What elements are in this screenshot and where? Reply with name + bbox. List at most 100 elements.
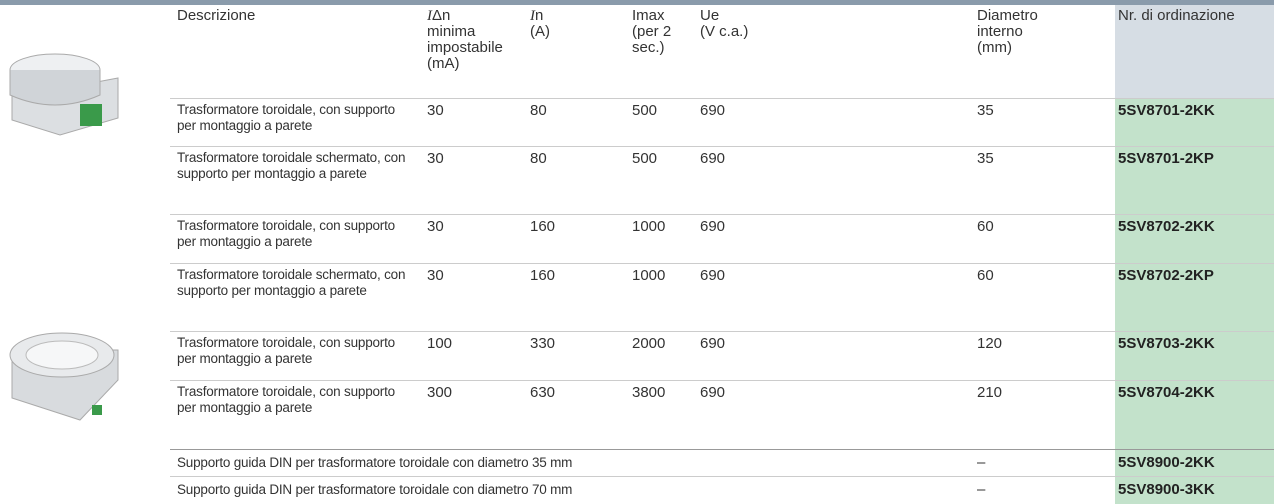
row-imax: 500 [632, 102, 658, 119]
header-text: (V c.a.) [700, 23, 749, 40]
header-text: (per 2 [632, 23, 672, 40]
header-text: sec.) [632, 39, 665, 56]
row-ue: 690 [700, 218, 726, 235]
header-text: Ue [700, 7, 720, 24]
header-line: impostabile [427, 40, 503, 56]
row-diameter: 35 [977, 102, 994, 119]
header-line: In [530, 7, 550, 25]
row-idn: 30 [427, 218, 444, 235]
top-band [0, 0, 1274, 5]
accessory-diameter: – [977, 454, 986, 471]
row-code: 5SV8702-2KK [1118, 218, 1215, 235]
header-text: minima [427, 23, 476, 40]
header-cell: Nr. di ordinazione [1118, 8, 1235, 24]
header-line: Nr. di ordinazione [1118, 8, 1235, 24]
header-cell: IΔn minima impostabile (mA) [427, 8, 503, 72]
row-divider [170, 98, 1274, 99]
row-divider [170, 214, 1274, 215]
row-description: Trasformatore toroidale, con supporto pe… [177, 102, 395, 133]
header-cell: Descrizione [177, 8, 255, 24]
header-text: Nr. di ordinazione [1118, 7, 1235, 24]
header-line: minima [427, 24, 503, 40]
row-in: 630 [530, 384, 556, 401]
header-line: interno [977, 24, 1038, 40]
row-idn: 100 [427, 335, 453, 352]
row-divider [170, 476, 1274, 477]
header-text: Imax [632, 7, 665, 24]
row-description: Trasformatore toroidale schermato, con s… [177, 150, 406, 181]
header-text: Diametro [977, 7, 1038, 24]
row-description: Trasformatore toroidale, con supporto pe… [177, 335, 395, 366]
row-idn: 30 [427, 267, 444, 284]
accessory-code: 5SV8900-2KK [1118, 454, 1215, 471]
header-line: (V c.a.) [700, 24, 748, 40]
header-line: (mA) [427, 56, 503, 72]
row-diameter: 210 [977, 384, 1003, 401]
product-image-2 [9, 332, 119, 421]
header-line: (A) [530, 24, 550, 40]
row-diameter: 35 [977, 150, 994, 167]
header-symbol: I [530, 8, 535, 24]
row-imax: 3800 [632, 384, 666, 401]
row-divider [170, 449, 1274, 450]
row-in: 160 [530, 267, 556, 284]
header-text: Δn [432, 7, 451, 24]
row-in: 80 [530, 102, 547, 119]
header-text: n [535, 7, 544, 24]
row-divider [170, 146, 1274, 147]
header-text: impostabile [427, 39, 503, 56]
header-line: Diametro [977, 8, 1038, 24]
header-text: Descrizione [177, 7, 256, 24]
row-ue: 690 [700, 267, 726, 284]
accessory-description: Supporto guida DIN per trasformatore tor… [177, 455, 573, 470]
header-text: (mA) [427, 55, 460, 72]
header-line: sec.) [632, 40, 671, 56]
header-cell: Ue (V c.a.) [700, 8, 748, 40]
row-divider [170, 331, 1274, 332]
row-in: 80 [530, 150, 547, 167]
row-code: 5SV8701-2KP [1118, 150, 1214, 167]
row-ue: 690 [700, 384, 726, 401]
row-description: Trasformatore toroidale, con supporto pe… [177, 218, 395, 249]
row-divider [170, 380, 1274, 381]
row-idn: 300 [427, 384, 453, 401]
row-code: 5SV8701-2KK [1118, 102, 1215, 119]
header-line: Imax [632, 8, 671, 24]
row-diameter: 60 [977, 218, 994, 235]
row-imax: 1000 [632, 267, 666, 284]
row-description: Trasformatore toroidale schermato, con s… [177, 267, 406, 298]
row-code: 5SV8704-2KK [1118, 384, 1215, 401]
row-idn: 30 [427, 102, 444, 119]
accessory-code: 5SV8900-3KK [1118, 481, 1215, 498]
row-code: 5SV8703-2KK [1118, 335, 1215, 352]
header-line: Descrizione [177, 8, 255, 24]
row-imax: 2000 [632, 335, 666, 352]
row-in: 330 [530, 335, 556, 352]
row-in: 160 [530, 218, 556, 235]
row-diameter: 60 [977, 267, 994, 284]
header-cell: Diametro interno (mm) [977, 8, 1038, 56]
header-cell: Imax (per 2 sec.) [632, 8, 671, 56]
row-imax: 1000 [632, 218, 666, 235]
row-idn: 30 [427, 150, 444, 167]
accessory-diameter: – [977, 481, 986, 498]
header-line: (per 2 [632, 24, 671, 40]
header-symbol: I [427, 8, 432, 24]
header-text: (A) [530, 23, 550, 40]
product-images [9, 53, 119, 421]
code-column-bg [1115, 98, 1274, 504]
header-text: interno [977, 23, 1023, 40]
row-ue: 690 [700, 102, 726, 119]
code-header-bg [1115, 5, 1274, 98]
accessory-description: Supporto guida DIN per trasformatore tor… [177, 482, 573, 497]
row-ue: 690 [700, 335, 726, 352]
row-divider [170, 263, 1274, 264]
header-line: IΔn [427, 7, 503, 25]
product-image-1 [9, 53, 119, 136]
row-diameter: 120 [977, 335, 1003, 352]
header-cell: In (A) [530, 8, 550, 40]
row-code: 5SV8702-2KP [1118, 267, 1214, 284]
row-description: Trasformatore toroidale, con supporto pe… [177, 384, 395, 415]
header-line: (mm) [977, 40, 1038, 56]
